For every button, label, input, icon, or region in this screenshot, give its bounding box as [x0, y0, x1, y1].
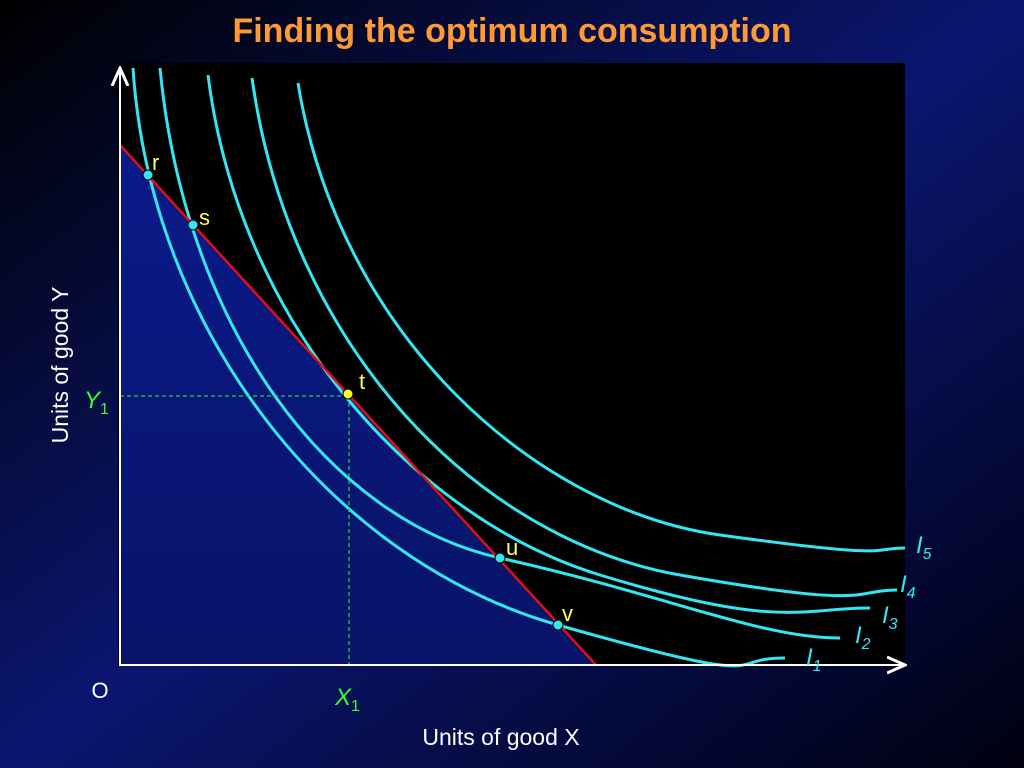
- title: Finding the optimum consumption: [232, 12, 791, 50]
- curve-letter: I: [882, 602, 889, 629]
- point-label: u: [506, 535, 518, 560]
- curve-label: I1: [806, 644, 822, 675]
- point-label: v: [562, 601, 573, 626]
- x-mark-letter: X: [334, 684, 352, 711]
- curve-label: I2: [855, 622, 871, 653]
- curve-subscript: 1: [813, 658, 822, 675]
- curve-letter: I: [900, 571, 907, 598]
- y-mark-letter: Y: [84, 387, 102, 414]
- x-mark: X1: [334, 684, 360, 715]
- curve-subscript: 5: [923, 546, 932, 563]
- curve-letter: I: [916, 532, 923, 559]
- indifference-curve: [206, 74, 871, 614]
- y-mark: Y1: [84, 387, 109, 418]
- point-label: t: [359, 369, 365, 394]
- y-mark-subscript: 1: [100, 401, 109, 418]
- curve-subscript: 3: [889, 616, 898, 633]
- curve-subscript: 4: [907, 585, 916, 602]
- point: [342, 388, 354, 400]
- curve-letter: I: [806, 644, 813, 671]
- curve-letter: I: [855, 622, 862, 649]
- x-axis-label: Units of good X: [422, 724, 579, 750]
- point: [187, 219, 199, 231]
- point: [552, 619, 564, 631]
- budget-line: [119, 144, 597, 666]
- y-axis-label: Units of good Y: [47, 287, 73, 444]
- indifference-curve: [158, 67, 841, 640]
- point: [494, 552, 506, 564]
- origin-label: O: [91, 678, 108, 703]
- point-label: r: [152, 150, 159, 175]
- curve-label: I5: [916, 532, 932, 563]
- point-label: s: [199, 205, 210, 230]
- x-mark-subscript: 1: [351, 698, 360, 715]
- indifference-curve: [296, 82, 906, 553]
- point: [142, 169, 154, 181]
- indifference-curve: [250, 77, 898, 598]
- curve-subscript: 2: [861, 636, 871, 653]
- curve-label: I3: [882, 602, 898, 633]
- curve-label: I4: [900, 571, 916, 602]
